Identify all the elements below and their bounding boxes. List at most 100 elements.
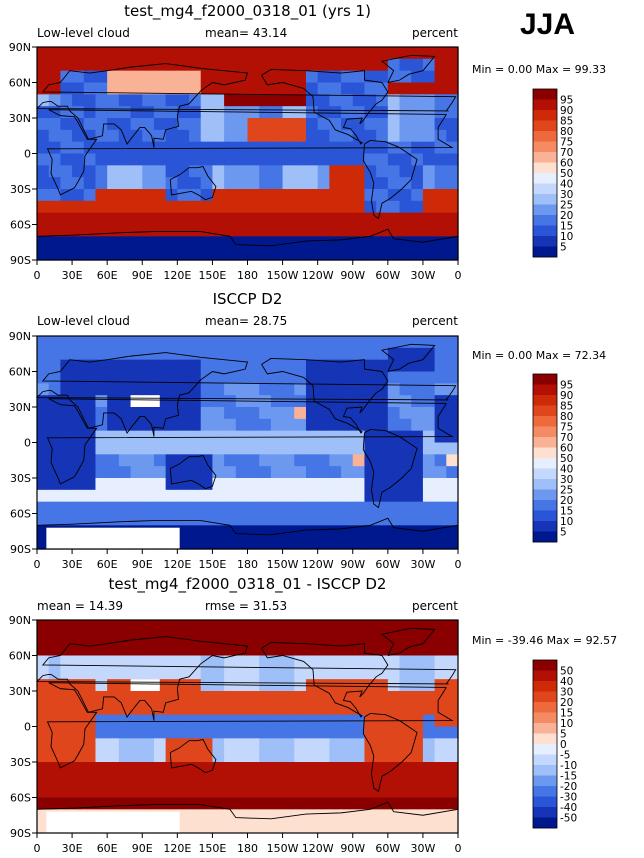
map-cell [107, 165, 120, 178]
map-cell [235, 513, 249, 526]
map-cell [434, 177, 447, 190]
y-tick-label: 0 [24, 148, 31, 161]
map-cell [177, 129, 190, 143]
map-cell [177, 726, 190, 739]
map-cell [212, 762, 225, 775]
colorbar-swatch [533, 468, 557, 480]
map-cell [200, 236, 214, 249]
map-cell [387, 667, 401, 680]
map-cell [235, 47, 249, 60]
map-cell [72, 691, 85, 704]
map-cell [305, 407, 319, 420]
map-cell [165, 224, 178, 237]
map-cell [305, 773, 319, 787]
map-cell [399, 359, 412, 373]
map-cell [118, 750, 132, 763]
map-cell [399, 489, 412, 503]
x-tick-label: 150E [198, 842, 226, 855]
map-cell [364, 726, 377, 739]
map-cell [270, 118, 284, 131]
map-cell [364, 407, 377, 420]
map-cell [37, 430, 50, 444]
map-cell [305, 750, 319, 763]
map-cell [329, 655, 342, 668]
map-cell [189, 655, 202, 668]
map-cell [411, 82, 424, 95]
map-cell [72, 714, 85, 728]
map-cell [189, 726, 202, 739]
map-cell [48, 691, 61, 704]
map-cell [399, 679, 412, 692]
map-cell [317, 418, 330, 432]
map-cell [364, 189, 377, 202]
coastline-samerica [362, 140, 418, 220]
map-cell [376, 395, 389, 408]
map-cell [37, 478, 50, 491]
map-cell [294, 82, 307, 95]
map-cell [305, 153, 319, 166]
map-cell [446, 359, 459, 373]
map-cell [83, 200, 97, 214]
map-cell [107, 418, 120, 432]
map-cell [399, 347, 412, 361]
map-cell [107, 442, 120, 455]
map-cell [224, 407, 237, 420]
map-cell [60, 797, 73, 810]
map-cell [235, 691, 249, 704]
map-cell [305, 738, 319, 751]
map-cell [259, 525, 272, 538]
map-cell [212, 667, 225, 680]
map-cell [422, 679, 436, 692]
map-cell [446, 418, 459, 432]
map-cell [352, 537, 366, 550]
colorbar-label: 95 [560, 380, 573, 392]
map-cell [399, 165, 412, 178]
map-cell [352, 655, 366, 668]
colorbar-swatch [533, 817, 557, 829]
colorbar-swatch [533, 712, 557, 724]
map-cell [259, 454, 272, 467]
map-cell [294, 200, 307, 214]
map-cell [376, 336, 389, 349]
map-cell [48, 129, 61, 143]
map-cell [130, 236, 143, 249]
map-cell [247, 809, 260, 822]
map-cell [118, 407, 132, 420]
map-cell [341, 200, 354, 214]
x-tick-label: 60W [375, 558, 400, 571]
coastline-africa [46, 398, 454, 485]
map-cell [434, 347, 447, 361]
map-cell [364, 82, 377, 95]
map-cell [153, 94, 167, 107]
map-cell [247, 200, 260, 214]
map-cell [107, 70, 120, 84]
map-cell [282, 513, 295, 526]
map-cell [376, 702, 389, 716]
map-cell [153, 489, 167, 503]
map-cell [72, 655, 85, 668]
map-cell [83, 631, 97, 645]
map-cell [364, 738, 377, 751]
map-cell [142, 501, 155, 515]
map-cell [282, 726, 295, 739]
map-cell [48, 189, 61, 202]
map-cell [37, 347, 50, 361]
map-cell [341, 189, 354, 202]
map-cell [153, 359, 167, 373]
map-cell [212, 679, 225, 692]
panel-title: test_mg4_f2000_0318_01 - ISCCP D2 [109, 575, 387, 594]
x-tick-label: 150W [267, 269, 299, 282]
map-cell [224, 200, 237, 214]
x-tick-label: 120W [302, 558, 334, 571]
map-cell [399, 236, 412, 249]
colorbar-label: 20 [560, 210, 573, 222]
colorbar-label: 5 [560, 527, 567, 539]
map-cell [247, 47, 260, 60]
map-cell [177, 200, 190, 214]
map-cell [434, 454, 447, 467]
map-cell [399, 371, 412, 384]
map-cell [60, 371, 73, 384]
map-cell [189, 224, 202, 237]
map-cell [118, 200, 132, 214]
